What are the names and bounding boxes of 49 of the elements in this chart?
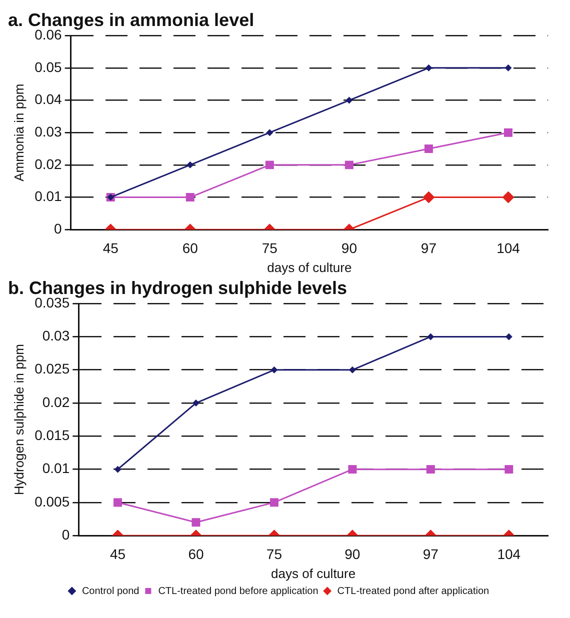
point — [265, 160, 274, 170]
x-tick-label: 60 — [182, 240, 198, 256]
x-tick-label: 75 — [266, 546, 282, 562]
point — [424, 144, 433, 154]
point — [186, 193, 194, 202]
point — [266, 129, 274, 136]
y-tick-label: 0.02 — [34, 156, 62, 172]
x-tick-label: 104 — [496, 240, 520, 256]
x-axis-title: days of culture — [271, 566, 356, 581]
legend-label: CTL-treated pond after application — [337, 586, 490, 597]
x-tick-label: 104 — [497, 546, 521, 562]
y-tick-label: 0.05 — [34, 58, 62, 75]
point — [348, 366, 356, 374]
y-tick-label: 0.03 — [42, 328, 70, 344]
x-axis-title: days of culture — [267, 260, 352, 275]
y-tick-label: 0.01 — [42, 460, 70, 476]
point — [346, 96, 353, 104]
y-tick-label: 0.03 — [34, 123, 62, 140]
x-tick-label: 97 — [420, 240, 437, 256]
x-tick-label: 97 — [422, 546, 439, 562]
y-tick-label: 0 — [54, 220, 62, 236]
point — [270, 366, 278, 374]
legend-label: CTL-treated pond before application — [158, 586, 318, 597]
x-tick-label: 90 — [344, 546, 360, 562]
point — [192, 400, 200, 407]
x-tick-label: 45 — [102, 240, 119, 256]
point — [425, 64, 432, 72]
y-tick-label: 0.005 — [34, 493, 70, 510]
point — [186, 161, 194, 168]
y-tick-label: 0 — [62, 526, 70, 542]
point — [344, 160, 354, 170]
y-tick-label: 0.02 — [42, 394, 70, 410]
x-tick-label: 75 — [262, 240, 278, 256]
x-tick-label: 60 — [188, 546, 204, 562]
point — [427, 333, 434, 340]
y-axis-title: Hydrogen sulphide in ppm — [11, 344, 26, 496]
point — [422, 191, 435, 204]
y-tick-label: 0.01 — [34, 188, 62, 204]
y-tick-label: 0.04 — [34, 91, 62, 108]
legend-label: Control pond — [82, 586, 140, 597]
y-tick-label: 0.025 — [34, 360, 70, 377]
x-tick-label: 90 — [341, 240, 358, 256]
point — [502, 191, 514, 204]
point — [504, 64, 512, 72]
point — [505, 333, 512, 340]
y-axis-title: Ammonia in ppm — [11, 84, 26, 182]
point — [504, 128, 512, 137]
x-tick-label: 45 — [110, 546, 126, 562]
y-tick-label: 0.015 — [34, 427, 70, 444]
